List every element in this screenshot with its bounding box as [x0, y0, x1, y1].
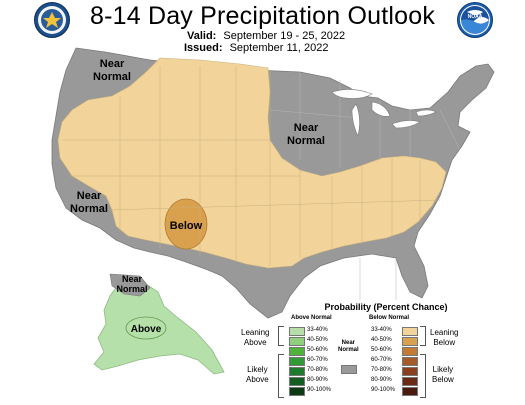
above-label-6: 80-90% [307, 377, 328, 383]
label-central-normal: Normal [287, 135, 325, 147]
above-swatch-3 [289, 347, 305, 356]
label-above: Above [131, 324, 162, 335]
above-swatch-4 [289, 357, 305, 366]
legend-leaning-above: Leaning Above [241, 328, 269, 348]
label-sw-near: Near [77, 190, 102, 202]
issued-date: September 11, 2022 [229, 42, 329, 54]
above-label-1: 33-40% [307, 327, 328, 333]
issued-label: Issued: [184, 42, 223, 54]
issued-row: Issued: September 11, 2022 [184, 42, 328, 54]
legend-likely-above: Likely Above [246, 365, 269, 385]
below-label-4: 60-70% [371, 357, 392, 363]
valid-dates: September 19 - 25, 2022 [223, 30, 346, 42]
legend-likely-above-line2: Above [246, 375, 269, 384]
legend-bracket-likely-below [420, 354, 426, 398]
below-swatch-3 [402, 347, 418, 356]
above-swatch-6 [289, 377, 305, 386]
noaa-logo-icon: NOAA [457, 2, 493, 38]
legend-near-normal-label: Near Normal [338, 340, 359, 354]
above-label-2: 40-50% [307, 337, 328, 343]
above-label-7: 90-100% [307, 387, 332, 393]
legend-bracket-leaning-above [278, 326, 284, 346]
below-label-1: 33-40% [371, 327, 392, 333]
legend-leaning-above-line1: Leaning [241, 328, 270, 337]
state-borders [62, 66, 441, 266]
legend-likely-below-line1: Likely [432, 365, 454, 374]
legend-near-normal-line2: Normal [338, 347, 359, 353]
below-label-5: 70-80% [371, 367, 392, 373]
above-swatch-2 [289, 337, 305, 346]
below-swatch-2 [402, 337, 418, 346]
label-sw-normal: Normal [70, 203, 108, 215]
legend-below-header: Below Normal [369, 315, 410, 321]
above-swatch-5 [289, 367, 305, 376]
legend-title: Probability (Percent Chance) [324, 302, 448, 312]
label-nw-normal: Normal [93, 71, 131, 83]
gray-state-borders [269, 72, 461, 300]
legend-likely-below: Likely Below [432, 365, 454, 385]
below-swatch-1 [402, 327, 418, 336]
below-label-7: 90-100% [371, 387, 396, 393]
alaska-above-medium-outline [125, 316, 167, 340]
below-swatch-7 [402, 387, 418, 396]
legend-bracket-leaning-below [420, 326, 426, 346]
label-nw-near: Near [100, 58, 125, 70]
above-label-5: 70-80% [307, 367, 328, 373]
legend-leaning-below: Leaning Below [430, 328, 458, 348]
below-normal-medium-region [164, 198, 208, 250]
noaa-logo-text: NOAA [468, 14, 483, 20]
legend-leaning-below-line2: Below [433, 338, 456, 347]
above-label-3: 50-60% [307, 347, 328, 353]
above-label-4: 60-70% [307, 357, 328, 363]
label-below: Below [170, 220, 203, 232]
above-swatch-1 [289, 327, 305, 336]
page-title: 8-14 Day Precipitation Outlook [89, 2, 436, 30]
valid-row: Valid: September 19 - 25, 2022 [187, 30, 345, 42]
below-label-3: 50-60% [371, 347, 392, 353]
legend-near-normal-line1: Near [341, 340, 355, 346]
legend-bracket-likely-above [278, 354, 284, 398]
below-label-6: 80-90% [371, 377, 392, 383]
label-alaska-near: Near [122, 274, 143, 284]
legend-leaning-below-line1: Leaning [430, 328, 459, 337]
legend-above-header: Above Normal [291, 315, 332, 321]
below-swatch-6 [402, 377, 418, 386]
below-swatch-5 [402, 367, 418, 376]
legend-leaning-above-line2: Above [243, 338, 267, 347]
legend-likely-above-line1: Likely [247, 365, 268, 374]
label-alaska-normal: Normal [116, 284, 147, 294]
label-central-near: Near [294, 122, 319, 134]
above-swatch-7 [289, 387, 305, 396]
below-label-2: 40-50% [371, 337, 392, 343]
legend-near-normal-swatch [341, 365, 357, 374]
alaska-near-normal-region [109, 273, 151, 297]
doc-seal-icon [34, 2, 70, 38]
valid-label: Valid: [187, 30, 217, 42]
below-swatch-4 [402, 357, 418, 366]
great-lakes [331, 89, 437, 137]
legend-likely-below-line2: Below [432, 375, 454, 384]
